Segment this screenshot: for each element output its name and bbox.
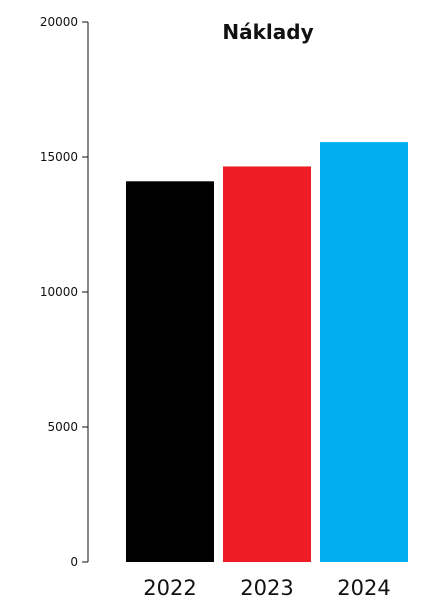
bar-2023 — [223, 166, 311, 562]
x-tick-label: 2024 — [337, 576, 390, 600]
chart-title: Náklady — [222, 20, 313, 44]
y-tick-label: 10000 — [40, 285, 78, 299]
y-axis: 0 5000 10000 15000 20000 — [40, 15, 88, 569]
y-tick-label: 5000 — [47, 420, 78, 434]
bars-group — [126, 142, 408, 563]
x-tick-label: 2022 — [143, 576, 196, 600]
bar-2024 — [320, 142, 408, 562]
y-tick-label: 20000 — [40, 15, 78, 29]
x-axis: 2022 2023 2024 — [143, 576, 390, 600]
y-tick-label: 0 — [70, 555, 78, 569]
y-tick-label: 15000 — [40, 150, 78, 164]
x-tick-label: 2023 — [240, 576, 293, 600]
bar-2022 — [126, 181, 214, 563]
